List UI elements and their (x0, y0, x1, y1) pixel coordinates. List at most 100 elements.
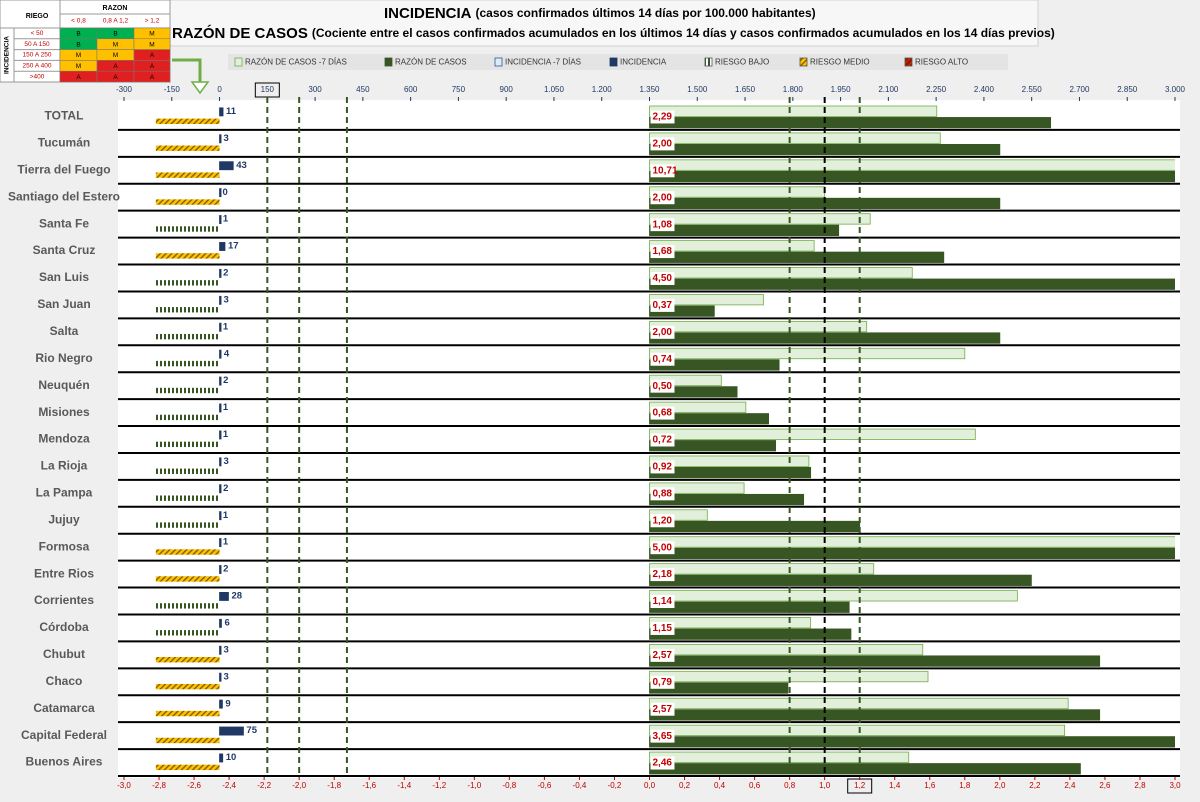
x2-tick-label: -2,8 (152, 781, 166, 790)
legend-label: RIESGO MEDIO (810, 58, 870, 67)
table-cell-text: A (150, 74, 155, 81)
value-label-box (650, 218, 675, 232)
value-label-box (650, 702, 675, 716)
legend-swatch (384, 57, 393, 67)
value-label: 1 (223, 429, 229, 440)
table-cell-text: A (76, 74, 81, 81)
value-label-box (650, 137, 675, 151)
table-cell (133, 70, 171, 83)
value-label-box (221, 508, 236, 521)
value-label: 0,88 (653, 488, 673, 499)
value-label: 0,79 (653, 677, 673, 688)
bar (649, 482, 745, 494)
value-label: 1,68 (653, 246, 673, 257)
x2-tick-label: -1,0 (467, 781, 481, 790)
legend-label: RIESGO ALTO (915, 58, 968, 67)
bar (219, 511, 222, 521)
table-row-group: INCIDENCIA (4, 36, 11, 74)
bar (649, 520, 861, 533)
x2-tick-label: 0,8 (784, 781, 796, 790)
table-cell-text: M (113, 52, 118, 59)
bar (219, 753, 224, 763)
value-label-box (650, 245, 675, 259)
value-label-box (650, 648, 675, 662)
value-label: 2,29 (653, 112, 673, 123)
value-label-box (650, 621, 675, 635)
bar (649, 240, 815, 252)
x2-tick-label: -0,8 (502, 781, 516, 790)
bar (649, 736, 1175, 748)
value-label: 1 (223, 321, 229, 332)
bar (155, 172, 220, 178)
value-label: 3,65 (653, 731, 673, 742)
table-row-label: 50 A 150 (24, 41, 50, 48)
bar (155, 360, 220, 367)
value-label-box (222, 293, 237, 306)
value-label: 2,18 (653, 569, 673, 580)
x-tick-label: 1.800 (783, 85, 804, 94)
x-tick-label: 1.350 (639, 85, 660, 94)
legend-swatch (494, 57, 503, 67)
plot-area (118, 100, 1180, 778)
category-label: TOTAL (45, 109, 84, 123)
x2-tick-label: 2,6 (1099, 781, 1111, 790)
value-label-box (650, 541, 675, 555)
category-label: Catamarca (33, 701, 95, 715)
value-label: 43 (236, 160, 247, 171)
x-tick-label: 300 (308, 85, 322, 94)
table-cell-text: A (113, 74, 118, 81)
bar (155, 495, 220, 501)
value-label-box (222, 347, 237, 360)
table-corner: RIEGO (26, 13, 49, 20)
bar (649, 186, 826, 198)
bar (219, 161, 234, 171)
category-label: Santa Fe (39, 216, 89, 230)
value-label: 2 (223, 483, 228, 494)
bar (155, 468, 220, 474)
bar (649, 213, 871, 225)
value-label: 2,00 (653, 192, 673, 203)
x2-tick-label: -3,0 (117, 781, 131, 790)
category-label: Jujuy (48, 512, 80, 526)
x2-tick-label: -1,6 (362, 781, 376, 790)
value-label: 1 (223, 537, 229, 548)
category-label: Chaco (46, 674, 83, 688)
x2-tick-label: 1,0 (819, 781, 831, 790)
legend-label: RAZÓN DE CASOS (395, 58, 467, 67)
bar (219, 699, 223, 709)
value-label-box (650, 271, 675, 285)
value-label: 2 (223, 375, 228, 386)
category-label: Neuquén (38, 378, 89, 392)
bar (219, 645, 222, 655)
bar (219, 592, 229, 601)
value-label-box (222, 266, 237, 279)
value-label-box (222, 374, 237, 387)
value-label: 2,00 (653, 139, 673, 150)
bar (649, 724, 1066, 737)
bar (219, 484, 222, 494)
x-tick-label: 2.550 (1022, 85, 1043, 94)
x2-tick-label: 1,2 (854, 781, 866, 790)
value-label: 1,15 (653, 623, 673, 634)
legend-label: RAZÓN DE CASOS -7 DÍAS (245, 58, 347, 67)
x2-tick-label: 2,8 (1134, 781, 1146, 790)
bar (219, 349, 222, 359)
bar (649, 294, 764, 306)
value-label-box (222, 562, 237, 575)
bar (649, 132, 941, 144)
bar (219, 188, 222, 198)
bar (155, 764, 220, 771)
x-tick-label: 150 (261, 85, 275, 94)
value-label: 1,08 (653, 219, 673, 230)
bar (219, 242, 226, 251)
subtitle-line: RAZÓN DE CASOS (Cociente entre el casos c… (172, 24, 1055, 42)
table-cell-text: M (149, 31, 154, 38)
value-label-box (221, 185, 236, 198)
value-label: 4 (224, 348, 230, 359)
value-label-box (650, 352, 675, 366)
value-label-box (235, 158, 250, 171)
bar (155, 630, 220, 636)
category-label: Misiones (38, 405, 90, 419)
x-tick-label: 0 (217, 85, 222, 94)
value-label-box (650, 325, 675, 339)
